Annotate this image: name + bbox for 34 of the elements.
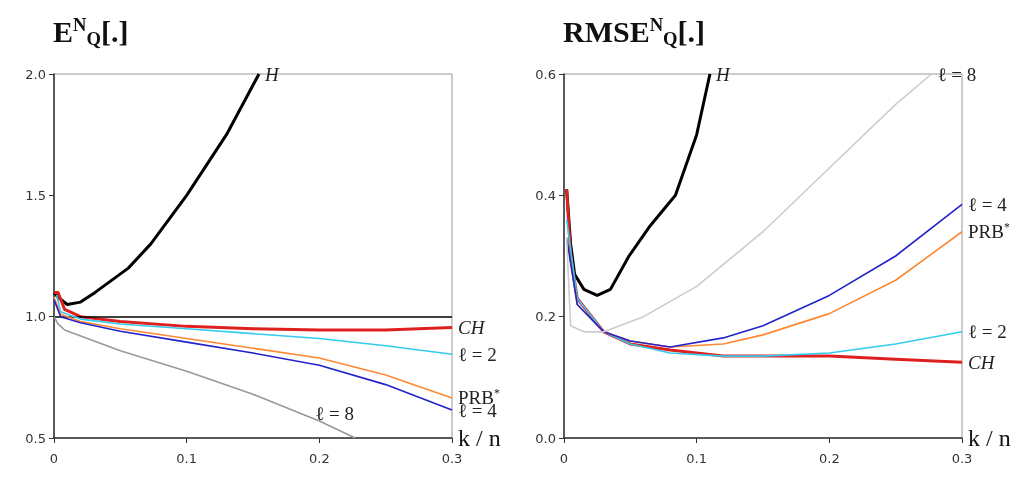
line-series	[53, 315, 356, 439]
x-tick-label: 0.1	[176, 451, 198, 466]
x-axis-title: k / n	[458, 425, 501, 451]
x-tick-label: 0.2	[308, 451, 330, 466]
x-tick-label: 0	[559, 451, 569, 466]
x-tick-label: 0.2	[818, 451, 840, 466]
x-tick-label: 0	[49, 451, 59, 466]
series-label: ℓ = 4	[968, 193, 1008, 215]
series-label: CH	[458, 317, 486, 339]
series-label: H	[263, 63, 280, 85]
y-tick-label: 0.5	[25, 430, 46, 446]
y-tick-label: 0.2	[535, 309, 556, 325]
line-series	[52, 72, 261, 307]
y-tick-label: 1.0	[25, 309, 46, 325]
series-label: PRB*	[968, 220, 1010, 243]
line-series	[55, 294, 453, 356]
series-label: CH	[968, 351, 996, 373]
series-label: ℓ = 2	[968, 321, 1007, 343]
y-tick-label: 0.6	[535, 66, 556, 82]
line-series	[565, 203, 963, 348]
series-label: ℓ = 8	[937, 63, 977, 85]
series-label: ℓ = 2	[458, 343, 497, 365]
y-tick-label: 0.0	[535, 430, 556, 446]
y-tick-label: 0.4	[535, 187, 556, 203]
x-axis-title: k / n	[968, 425, 1011, 451]
line-series	[52, 290, 454, 332]
line-series	[565, 218, 963, 357]
x-tick-label: 0.3	[951, 451, 973, 466]
series-label: H	[714, 63, 731, 85]
series-label: ℓ = 8	[315, 403, 354, 424]
x-tick-label: 0.3	[441, 451, 463, 466]
y-tick-label: 2.0	[25, 66, 46, 82]
y-tick-label: 1.5	[25, 187, 46, 203]
x-tick-label: 0.1	[686, 451, 708, 466]
